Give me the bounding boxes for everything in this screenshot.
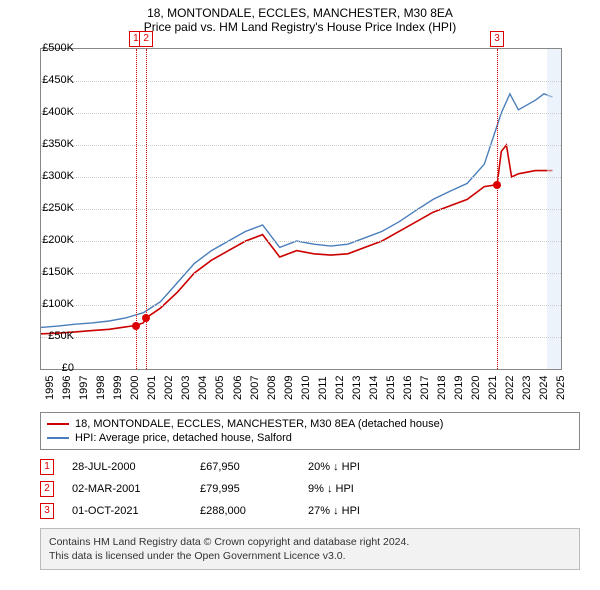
page: 18, MONTONDALE, ECCLES, MANCHESTER, M30 … <box>0 0 600 570</box>
legend-label: 18, MONTONDALE, ECCLES, MANCHESTER, M30 … <box>75 418 443 430</box>
legend-item: HPI: Average price, detached house, Salf… <box>47 431 573 445</box>
x-axis-label: 2010 <box>300 376 312 400</box>
footer-line: This data is licensed under the Open Gov… <box>49 549 571 563</box>
sale-date: 28-JUL-2000 <box>72 461 182 473</box>
sale-date: 02-MAR-2001 <box>72 483 182 495</box>
x-axis-label: 2017 <box>419 376 431 400</box>
x-axis-label: 2012 <box>334 376 346 400</box>
x-axis-label: 1997 <box>78 376 90 400</box>
x-axis-label: 2019 <box>453 376 465 400</box>
y-axis-label: £200K <box>30 234 74 246</box>
sale-hpi-diff: 27% ↓ HPI <box>308 505 428 517</box>
title-subtitle: Price paid vs. HM Land Registry's House … <box>0 20 600 34</box>
sales-row: 2 02-MAR-2001 £79,995 9% ↓ HPI <box>40 478 580 500</box>
sale-hpi-diff: 20% ↓ HPI <box>308 461 428 473</box>
y-axis-label: £150K <box>30 266 74 278</box>
gridline <box>41 113 561 114</box>
x-axis-label: 2007 <box>249 376 261 400</box>
x-axis-label: 2002 <box>163 376 175 400</box>
legend-item: 18, MONTONDALE, ECCLES, MANCHESTER, M30 … <box>47 417 573 431</box>
x-axis-label: 2009 <box>283 376 295 400</box>
y-axis-label: £100K <box>30 298 74 310</box>
x-axis-label: 2004 <box>197 376 209 400</box>
sale-price: £67,950 <box>200 461 290 473</box>
x-axis-label: 2023 <box>521 376 533 400</box>
gridline <box>41 209 561 210</box>
y-axis-label: £400K <box>30 106 74 118</box>
legend-swatch <box>47 437 69 439</box>
x-axis-label: 2008 <box>266 376 278 400</box>
x-axis-label: 1996 <box>61 376 73 400</box>
chart-titles: 18, MONTONDALE, ECCLES, MANCHESTER, M30 … <box>0 0 600 38</box>
sale-hpi-diff: 9% ↓ HPI <box>308 483 428 495</box>
sale-price: £79,995 <box>200 483 290 495</box>
x-axis-label: 2005 <box>214 376 226 400</box>
x-axis-label: 2018 <box>436 376 448 400</box>
y-axis-label: £450K <box>30 74 74 86</box>
x-axis-label: 2016 <box>402 376 414 400</box>
sale-marker-dot <box>493 181 501 189</box>
gridline <box>41 273 561 274</box>
title-address: 18, MONTONDALE, ECCLES, MANCHESTER, M30 … <box>0 6 600 20</box>
sale-marker-badge: 1 <box>40 459 54 475</box>
x-axis-label: 2013 <box>351 376 363 400</box>
sale-date: 01-OCT-2021 <box>72 505 182 517</box>
sale-price: £288,000 <box>200 505 290 517</box>
plot-region: 123 <box>40 48 562 370</box>
x-axis-label: 1998 <box>95 376 107 400</box>
x-axis-label: 2024 <box>538 376 550 400</box>
sale-marker-badge: 3 <box>40 503 54 519</box>
legend-swatch <box>47 423 69 425</box>
y-axis-label: £350K <box>30 138 74 150</box>
x-axis-label: 2025 <box>555 376 567 400</box>
x-axis-label: 2021 <box>487 376 499 400</box>
x-axis-label: 2020 <box>470 376 482 400</box>
sales-table: 1 28-JUL-2000 £67,950 20% ↓ HPI 2 02-MAR… <box>40 456 580 522</box>
legend: 18, MONTONDALE, ECCLES, MANCHESTER, M30 … <box>40 412 580 450</box>
x-axis-label: 2001 <box>146 376 158 400</box>
y-axis-label: £250K <box>30 202 74 214</box>
gridline <box>41 81 561 82</box>
sales-row: 1 28-JUL-2000 £67,950 20% ↓ HPI <box>40 456 580 478</box>
x-axis-label: 2014 <box>368 376 380 400</box>
x-axis-label: 1999 <box>112 376 124 400</box>
sale-marker-badge: 2 <box>40 481 54 497</box>
attribution-footer: Contains HM Land Registry data © Crown c… <box>40 528 580 570</box>
x-axis-label: 2022 <box>504 376 516 400</box>
gridline <box>41 337 561 338</box>
legend-label: HPI: Average price, detached house, Salf… <box>75 432 292 444</box>
x-axis-label: 2006 <box>232 376 244 400</box>
y-axis-label: £300K <box>30 170 74 182</box>
x-axis-label: 2003 <box>180 376 192 400</box>
x-axis-label: 1995 <box>44 376 56 400</box>
sales-row: 3 01-OCT-2021 £288,000 27% ↓ HPI <box>40 500 580 522</box>
y-axis-label: £50K <box>30 330 74 342</box>
series-hpi <box>41 94 553 328</box>
gridline <box>41 241 561 242</box>
gridline <box>41 145 561 146</box>
sale-marker-line <box>497 49 498 369</box>
y-axis-label: £500K <box>30 42 74 54</box>
footer-line: Contains HM Land Registry data © Crown c… <box>49 535 571 549</box>
chart-area: 123 £0£50K£100K£150K£200K£250K£300K£350K… <box>40 38 600 408</box>
y-axis-label: £0 <box>30 362 74 374</box>
sale-marker-flag: 3 <box>490 31 504 47</box>
x-axis-label: 2000 <box>129 376 141 400</box>
x-axis-label: 2011 <box>317 376 329 400</box>
sale-marker-dot <box>132 322 140 330</box>
gridline <box>41 177 561 178</box>
sale-marker-flag: 2 <box>139 31 153 47</box>
x-axis-label: 2015 <box>385 376 397 400</box>
sale-marker-dot <box>142 314 150 322</box>
gridline <box>41 305 561 306</box>
